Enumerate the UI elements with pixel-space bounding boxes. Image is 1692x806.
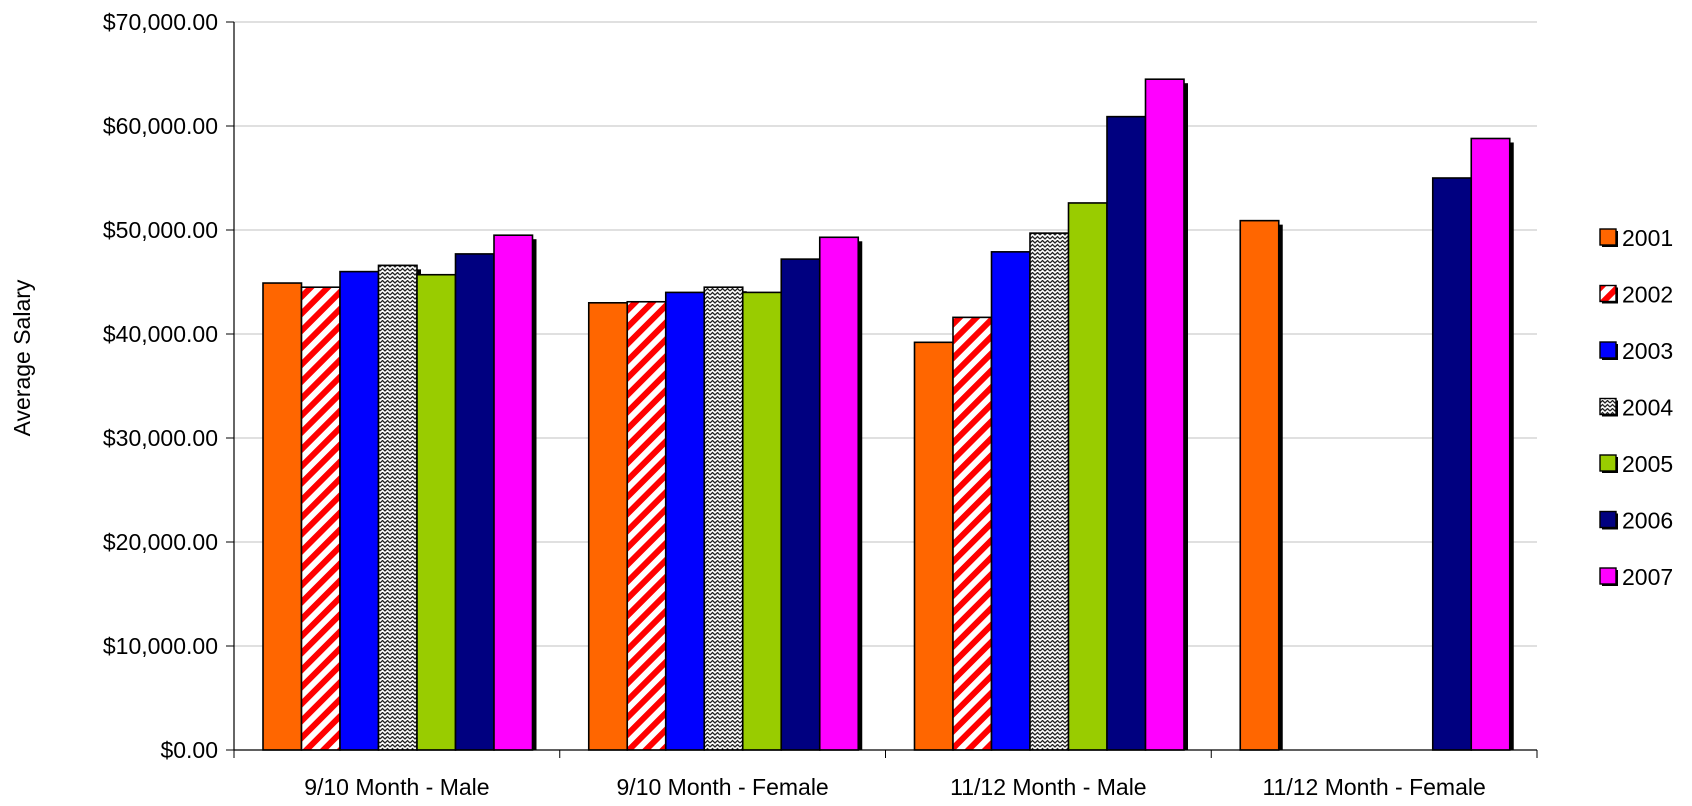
legend-label: 2001	[1622, 225, 1673, 251]
bar-2003	[339, 270, 380, 751]
x-tick-label: 11/12 Month - Female	[1262, 774, 1485, 800]
bar-2001	[913, 341, 954, 751]
bar-2004	[1029, 232, 1070, 751]
bar-2002	[300, 286, 341, 751]
legend-label: 2003	[1622, 338, 1673, 364]
bar-2003	[990, 251, 1031, 751]
legend-swatch-2005	[1599, 454, 1617, 472]
bar-2005	[741, 291, 783, 751]
legend-swatch-2006	[1599, 510, 1617, 529]
x-tick-label: 9/10 Month - Female	[617, 774, 829, 800]
x-tick-label: 9/10 Month - Male	[304, 774, 489, 800]
y-tick-label: $20,000.00	[103, 529, 218, 555]
y-axis-label: Average Salary	[9, 279, 35, 436]
bar-2007	[818, 236, 860, 751]
bars	[262, 78, 1514, 751]
bar-2002	[626, 300, 667, 751]
y-tick-label: $40,000.00	[103, 321, 218, 347]
bar-2004	[377, 264, 418, 751]
bar-2004	[703, 286, 744, 751]
legend-label: 2004	[1622, 395, 1673, 421]
y-tick-label: $70,000.00	[103, 9, 218, 35]
bar-2007	[1144, 78, 1185, 751]
y-tick-label: $10,000.00	[103, 633, 218, 659]
legend-label: 2005	[1622, 451, 1673, 477]
legend-swatch-2001	[1599, 228, 1617, 246]
bar-2002	[952, 316, 993, 751]
y-tick-label: $0.00	[160, 737, 218, 763]
legend-swatch-2004	[1599, 397, 1617, 416]
bar-2006	[1106, 115, 1147, 751]
bar-2001	[587, 301, 629, 751]
bar-2003	[664, 291, 706, 751]
legend-swatch-2007	[1599, 567, 1617, 585]
legend: 2001 2002 2003 2004 2005 2006 2007	[1599, 225, 1673, 590]
bar-2006	[780, 258, 821, 751]
legend-label: 2006	[1622, 508, 1673, 534]
bar-2007	[493, 234, 534, 751]
legend-swatch-2003	[1599, 341, 1617, 359]
bar-2006	[1431, 177, 1473, 751]
bar-2001	[1239, 219, 1280, 751]
bar-2005	[1067, 202, 1108, 751]
bar-2005	[416, 273, 457, 751]
axes: $0.00 $10,000.00 $20,000.00 $30,000.00 $40,0…	[103, 9, 1538, 800]
y-tick-label: $30,000.00	[103, 425, 218, 451]
y-tick-label: $50,000.00	[103, 217, 218, 243]
bar-2006	[454, 253, 495, 751]
y-tick-label: $60,000.00	[103, 113, 218, 139]
legend-label: 2002	[1622, 282, 1673, 308]
x-tick-label: 11/12 Month - Male	[950, 774, 1146, 800]
bar-2001	[262, 282, 303, 751]
bar-2007	[1470, 137, 1511, 751]
legend-swatch-2002	[1599, 284, 1617, 303]
legend-label: 2007	[1622, 564, 1673, 590]
